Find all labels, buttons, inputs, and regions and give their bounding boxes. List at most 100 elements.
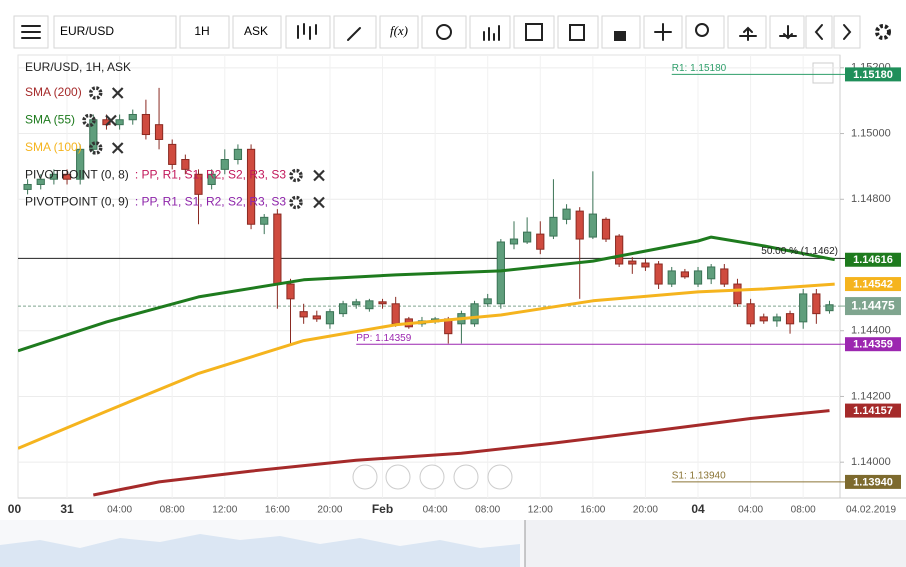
y-tick-label: 1.14800 bbox=[851, 193, 891, 205]
candle-body bbox=[207, 173, 216, 185]
remove-icon[interactable] bbox=[111, 87, 124, 99]
zoom-out[interactable] bbox=[385, 464, 411, 490]
x-tick-label: 12:00 bbox=[212, 505, 237, 516]
y-tick-label: 1.14200 bbox=[851, 390, 891, 402]
maximize-button[interactable] bbox=[812, 62, 834, 84]
current-date-label: 04.02.2019 bbox=[846, 505, 896, 516]
symbol-box[interactable] bbox=[53, 15, 177, 49]
price-box-label: 1.14475 bbox=[851, 299, 895, 313]
zoom-button[interactable] bbox=[685, 15, 725, 49]
crosshair-icon bbox=[654, 23, 672, 41]
symbol: EUR/USD bbox=[60, 24, 114, 38]
candle-body bbox=[562, 208, 571, 220]
candle-body bbox=[286, 283, 295, 300]
candle-body bbox=[812, 293, 821, 315]
candle-body bbox=[325, 311, 335, 325]
navigator bbox=[0, 520, 906, 567]
timeframe-button[interactable] bbox=[179, 15, 230, 49]
candle-body bbox=[667, 270, 676, 285]
toolbar: EUR/USD 1H ASK f(x) bbox=[13, 15, 891, 49]
function-button[interactable] bbox=[379, 15, 419, 49]
draw-icon bbox=[347, 27, 361, 41]
gear-icon[interactable] bbox=[82, 113, 96, 128]
gear-icon[interactable] bbox=[88, 86, 103, 100]
gear-icon[interactable] bbox=[289, 168, 303, 183]
sheet-icon bbox=[569, 24, 585, 41]
menu-icon bbox=[21, 25, 41, 39]
chart-type-icon bbox=[297, 23, 317, 40]
candle-body bbox=[391, 303, 400, 325]
function-label: f(x) bbox=[390, 23, 408, 38]
candle-body bbox=[36, 178, 45, 185]
forward-button[interactable] bbox=[833, 15, 861, 49]
gear-icon[interactable] bbox=[289, 195, 303, 210]
candle-body bbox=[49, 173, 59, 180]
candle-body bbox=[549, 216, 558, 237]
level-label: PP: 1.14359 bbox=[356, 333, 411, 344]
settings-icon[interactable] bbox=[875, 24, 891, 40]
scroll-left[interactable] bbox=[352, 464, 378, 490]
back-button[interactable] bbox=[805, 15, 833, 49]
x-tick-label: 12:00 bbox=[528, 505, 553, 516]
candle-body bbox=[338, 303, 348, 315]
price-box-label: 1.14359 bbox=[853, 339, 893, 351]
remove-icon[interactable] bbox=[105, 114, 117, 127]
reset[interactable] bbox=[419, 464, 445, 490]
candle-body bbox=[141, 113, 151, 136]
level-label: S1: 1.13940 bbox=[672, 471, 726, 482]
navigator-window[interactable] bbox=[525, 520, 906, 567]
sma-line bbox=[93, 409, 830, 497]
gear-icon[interactable] bbox=[88, 141, 103, 155]
legend-entry: SMA (100) bbox=[25, 140, 82, 154]
x-tick-label: 04 bbox=[691, 502, 705, 516]
x-tick-label: 08:00 bbox=[475, 505, 500, 516]
candle-body bbox=[299, 311, 308, 318]
remove-icon[interactable] bbox=[313, 196, 325, 209]
candle-body bbox=[680, 271, 689, 278]
zoom-in[interactable] bbox=[453, 464, 479, 490]
candle-body bbox=[772, 316, 782, 322]
candle-body bbox=[378, 301, 387, 305]
calendar-button[interactable] bbox=[513, 15, 555, 49]
navigator-area bbox=[0, 534, 520, 567]
candle-body bbox=[575, 210, 584, 240]
legend-levels: : PP, R1, S1, R2, S2, R3, S3 bbox=[135, 168, 287, 182]
legend-entry: PIVOTPOINT (0, 8) bbox=[25, 168, 129, 182]
candle-body bbox=[601, 218, 611, 240]
candle-body bbox=[181, 159, 190, 170]
candle-body bbox=[759, 316, 768, 322]
zoom-icon bbox=[695, 23, 709, 37]
timeframe: 1H bbox=[194, 24, 209, 38]
candle-body bbox=[785, 313, 795, 325]
settings-sheet-button[interactable] bbox=[557, 15, 599, 49]
x-tick-label: 16:00 bbox=[265, 505, 290, 516]
candle-body bbox=[154, 124, 164, 140]
sma-line bbox=[18, 235, 835, 353]
candle-body bbox=[246, 148, 256, 225]
price-box-label: 1.14616 bbox=[853, 254, 893, 266]
x-tick-label: 00 bbox=[8, 502, 22, 516]
candle-body bbox=[194, 173, 203, 195]
candle-body bbox=[654, 263, 663, 285]
overlay: EUR/USD, 1H, ASK SMA (200) SMA (55) SMA (10… bbox=[25, 60, 325, 210]
legend-entry: PIVOTPOINT (0, 9) bbox=[25, 195, 129, 209]
remove-icon[interactable] bbox=[111, 142, 124, 154]
chart-type-button[interactable] bbox=[285, 15, 331, 49]
candle-body bbox=[220, 159, 229, 170]
candle-body bbox=[62, 173, 72, 180]
remove-icon[interactable] bbox=[313, 169, 325, 182]
x-tick-label: 04:00 bbox=[423, 505, 448, 516]
candle-body bbox=[615, 235, 624, 265]
x-tick-label: Feb bbox=[372, 502, 393, 516]
download-icon bbox=[779, 25, 797, 40]
level-label: 50.00 % (1.1462) bbox=[761, 246, 838, 257]
plot-area bbox=[18, 55, 840, 498]
x-tick-label: 20:00 bbox=[633, 505, 658, 516]
side-button[interactable] bbox=[232, 15, 282, 49]
price-box-label: 1.13940 bbox=[853, 476, 893, 488]
level-label: R1: 1.15180 bbox=[672, 63, 727, 74]
candle-body bbox=[115, 119, 124, 126]
info-button[interactable] bbox=[421, 15, 467, 49]
scroll-right[interactable] bbox=[487, 464, 513, 490]
